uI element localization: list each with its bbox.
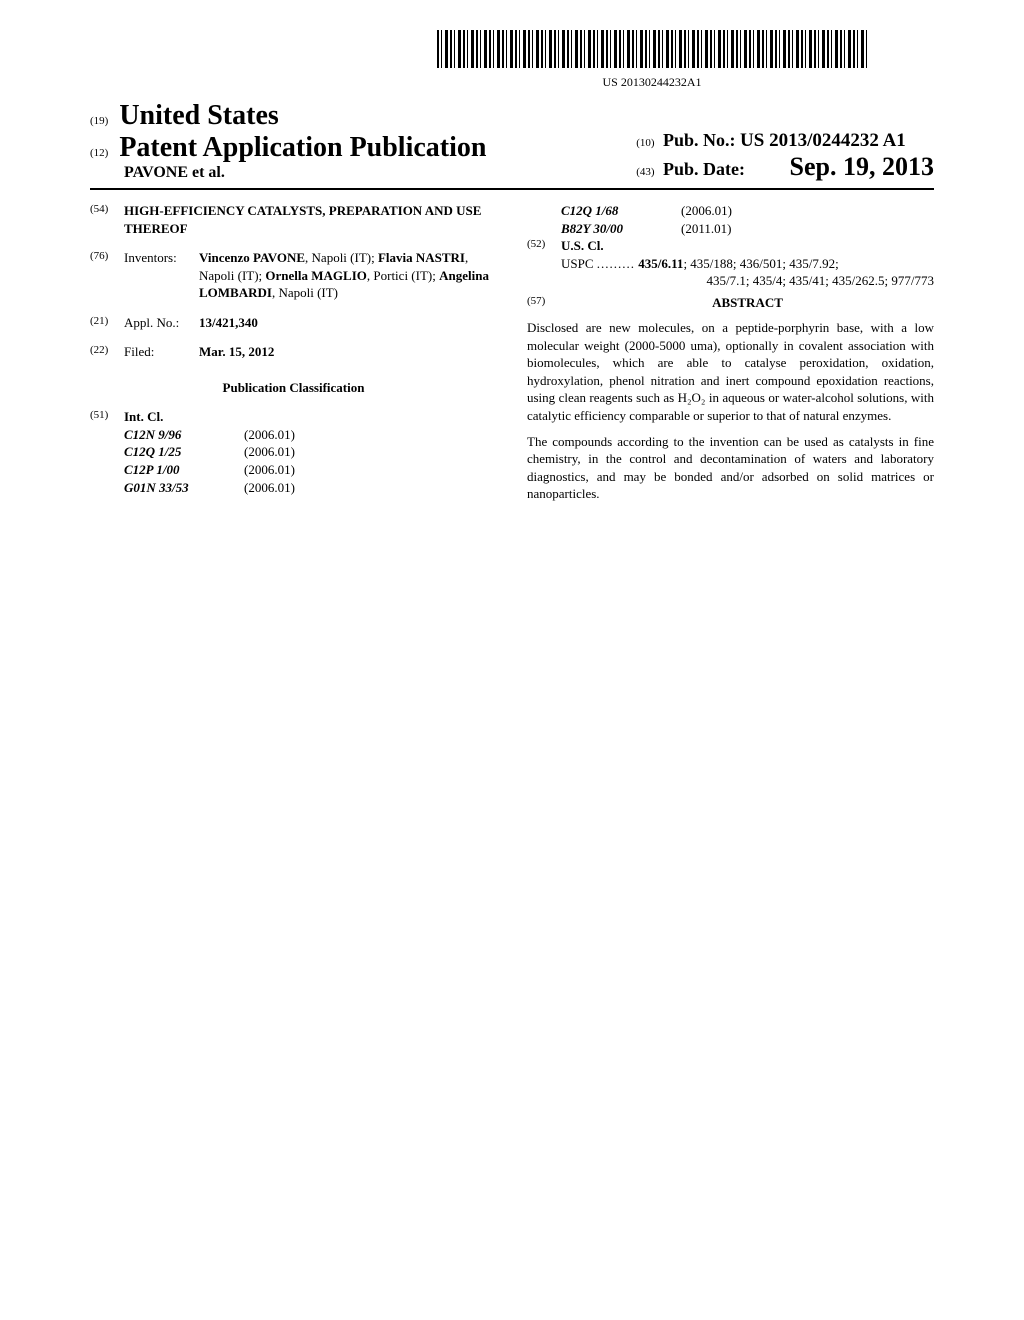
uspc-dots: .........: [597, 256, 635, 271]
inventor-loc: , Napoli (IT): [272, 285, 338, 300]
filed-num: (22): [90, 343, 124, 361]
intcl-year: (2006.01): [244, 461, 295, 479]
abstract-p1: Disclosed are new molecules, on a peptid…: [527, 319, 934, 424]
intcl-code: B82Y 30/00: [561, 220, 681, 238]
pub-class-heading: Publication Classification: [90, 379, 497, 397]
patent-page: US 20130244232A1 (19) United States (12)…: [0, 0, 1024, 541]
pub-no-value: US 2013/0244232 A1: [740, 130, 906, 151]
inventor-name: Flavia NASTRI: [378, 250, 465, 265]
intcl-row: (51) Int. Cl. C12N 9/96 (2006.01) C12Q 1…: [90, 408, 497, 496]
uspc-rest1: ; 435/188; 436/501; 435/7.92;: [683, 256, 838, 271]
country-line: (19) United States: [90, 100, 486, 132]
pub-no-label: Pub. No.:: [663, 130, 736, 150]
appl-value: 13/421,340: [199, 314, 497, 332]
pub-no-line: (10) Pub. No.: US 2013/0244232 A1: [636, 130, 934, 152]
intcl-year: (2006.01): [244, 479, 295, 497]
title-text: HIGH-EFFICIENCY CATALYSTS, PREPARATION A…: [124, 202, 497, 237]
column-left: (54) HIGH-EFFICIENCY CATALYSTS, PREPARAT…: [90, 202, 497, 511]
intcl-item: B82Y 30/00 (2011.01): [561, 220, 934, 238]
intcl-item: C12Q 1/68 (2006.01): [561, 202, 934, 220]
intcl-item: C12N 9/96 (2006.01): [124, 426, 497, 444]
filed-value: Mar. 15, 2012: [199, 343, 497, 361]
body-columns: (54) HIGH-EFFICIENCY CATALYSTS, PREPARAT…: [90, 202, 934, 511]
column-right: C12Q 1/68 (2006.01) B82Y 30/00 (2011.01)…: [527, 202, 934, 511]
uscl-row: (52) U.S. Cl. USPC ......... 435/6.11; 4…: [527, 237, 934, 290]
intcl-num: (51): [90, 408, 124, 496]
appl-num: (21): [90, 314, 124, 332]
inventors-row: (76) Inventors: Vincenzo PAVONE, Napoli …: [90, 249, 497, 302]
intcl-code: G01N 33/53: [124, 479, 244, 497]
filed-label: Filed:: [124, 343, 199, 361]
intcl-year: (2006.01): [681, 202, 732, 220]
abstract-heading: ABSTRACT: [561, 294, 934, 312]
uspc-line2: 435/7.1; 435/4; 435/41; 435/262.5; 977/7…: [561, 272, 934, 290]
country-name: United States: [119, 100, 278, 131]
filed-row: (22) Filed: Mar. 15, 2012: [90, 343, 497, 361]
intcl-year: (2011.01): [681, 220, 731, 238]
pub-type-line: (12) Patent Application Publication: [90, 132, 486, 164]
header-row: (19) United States (12) Patent Applicati…: [90, 100, 934, 190]
barcode-number: US 20130244232A1: [370, 75, 934, 90]
country-prefix: (19): [90, 115, 108, 127]
uspc-line1: USPC ......... 435/6.11; 435/188; 436/50…: [561, 255, 934, 273]
title-row: (54) HIGH-EFFICIENCY CATALYSTS, PREPARAT…: [90, 202, 497, 237]
appl-label: Appl. No.:: [124, 314, 199, 332]
inventors-label: Inventors:: [124, 249, 199, 302]
pub-date-label: Pub. Date:: [663, 159, 745, 179]
inventor-loc: , Napoli (IT);: [305, 250, 378, 265]
intcl-year: (2006.01): [244, 443, 295, 461]
pub-date-value: Sep. 19, 2013: [790, 152, 934, 181]
abstract-heading-row: (57) ABSTRACT: [527, 294, 934, 318]
appl-row: (21) Appl. No.: 13/421,340: [90, 314, 497, 332]
intcl-label: Int. Cl.: [124, 408, 497, 426]
pub-type-text: Patent Application Publication: [119, 132, 486, 163]
inventor-loc: , Portici (IT);: [367, 268, 439, 283]
title-num: (54): [90, 202, 124, 237]
pub-no-prefix: (10): [636, 137, 654, 149]
abstract-p2: The compounds according to the invention…: [527, 433, 934, 503]
inventors-num: (76): [90, 249, 124, 302]
intcl-year: (2006.01): [244, 426, 295, 444]
barcode-area: US 20130244232A1: [370, 30, 934, 90]
intcl-item: G01N 33/53 (2006.01): [124, 479, 497, 497]
inventor-name: Vincenzo PAVONE: [199, 250, 305, 265]
intcl-code: C12Q 1/68: [561, 202, 681, 220]
pub-date-line: (43) Pub. Date: Sep. 19, 2013: [636, 152, 934, 182]
intcl-code: C12Q 1/25: [124, 443, 244, 461]
uscl-label: U.S. Cl.: [561, 237, 934, 255]
intcl-code: C12P 1/00: [124, 461, 244, 479]
barcode-graphic: [437, 30, 867, 68]
intcl-code: C12N 9/96: [124, 426, 244, 444]
intcl-item: C12Q 1/25 (2006.01): [124, 443, 497, 461]
uspc-first: 435/6.11: [638, 256, 683, 271]
intcl-item: C12P 1/00 (2006.01): [124, 461, 497, 479]
authors-line: PAVONE et al.: [90, 164, 486, 182]
uspc-label: USPC: [561, 256, 594, 271]
uscl-content: U.S. Cl. USPC ......... 435/6.11; 435/18…: [561, 237, 934, 290]
header-left: (19) United States (12) Patent Applicati…: [90, 100, 486, 182]
pub-date-prefix: (43): [636, 166, 654, 178]
header-right: (10) Pub. No.: US 2013/0244232 A1 (43) P…: [636, 130, 934, 182]
uscl-num: (52): [527, 237, 561, 290]
inventors-content: Vincenzo PAVONE, Napoli (IT); Flavia NAS…: [199, 249, 497, 302]
inventor-name: Ornella MAGLIO: [265, 268, 366, 283]
pub-type-prefix: (12): [90, 147, 108, 159]
abstract-num: (57): [527, 294, 561, 318]
intcl-cont: C12Q 1/68 (2006.01) B82Y 30/00 (2011.01): [527, 202, 934, 237]
intcl-content: Int. Cl. C12N 9/96 (2006.01) C12Q 1/25 (…: [124, 408, 497, 496]
